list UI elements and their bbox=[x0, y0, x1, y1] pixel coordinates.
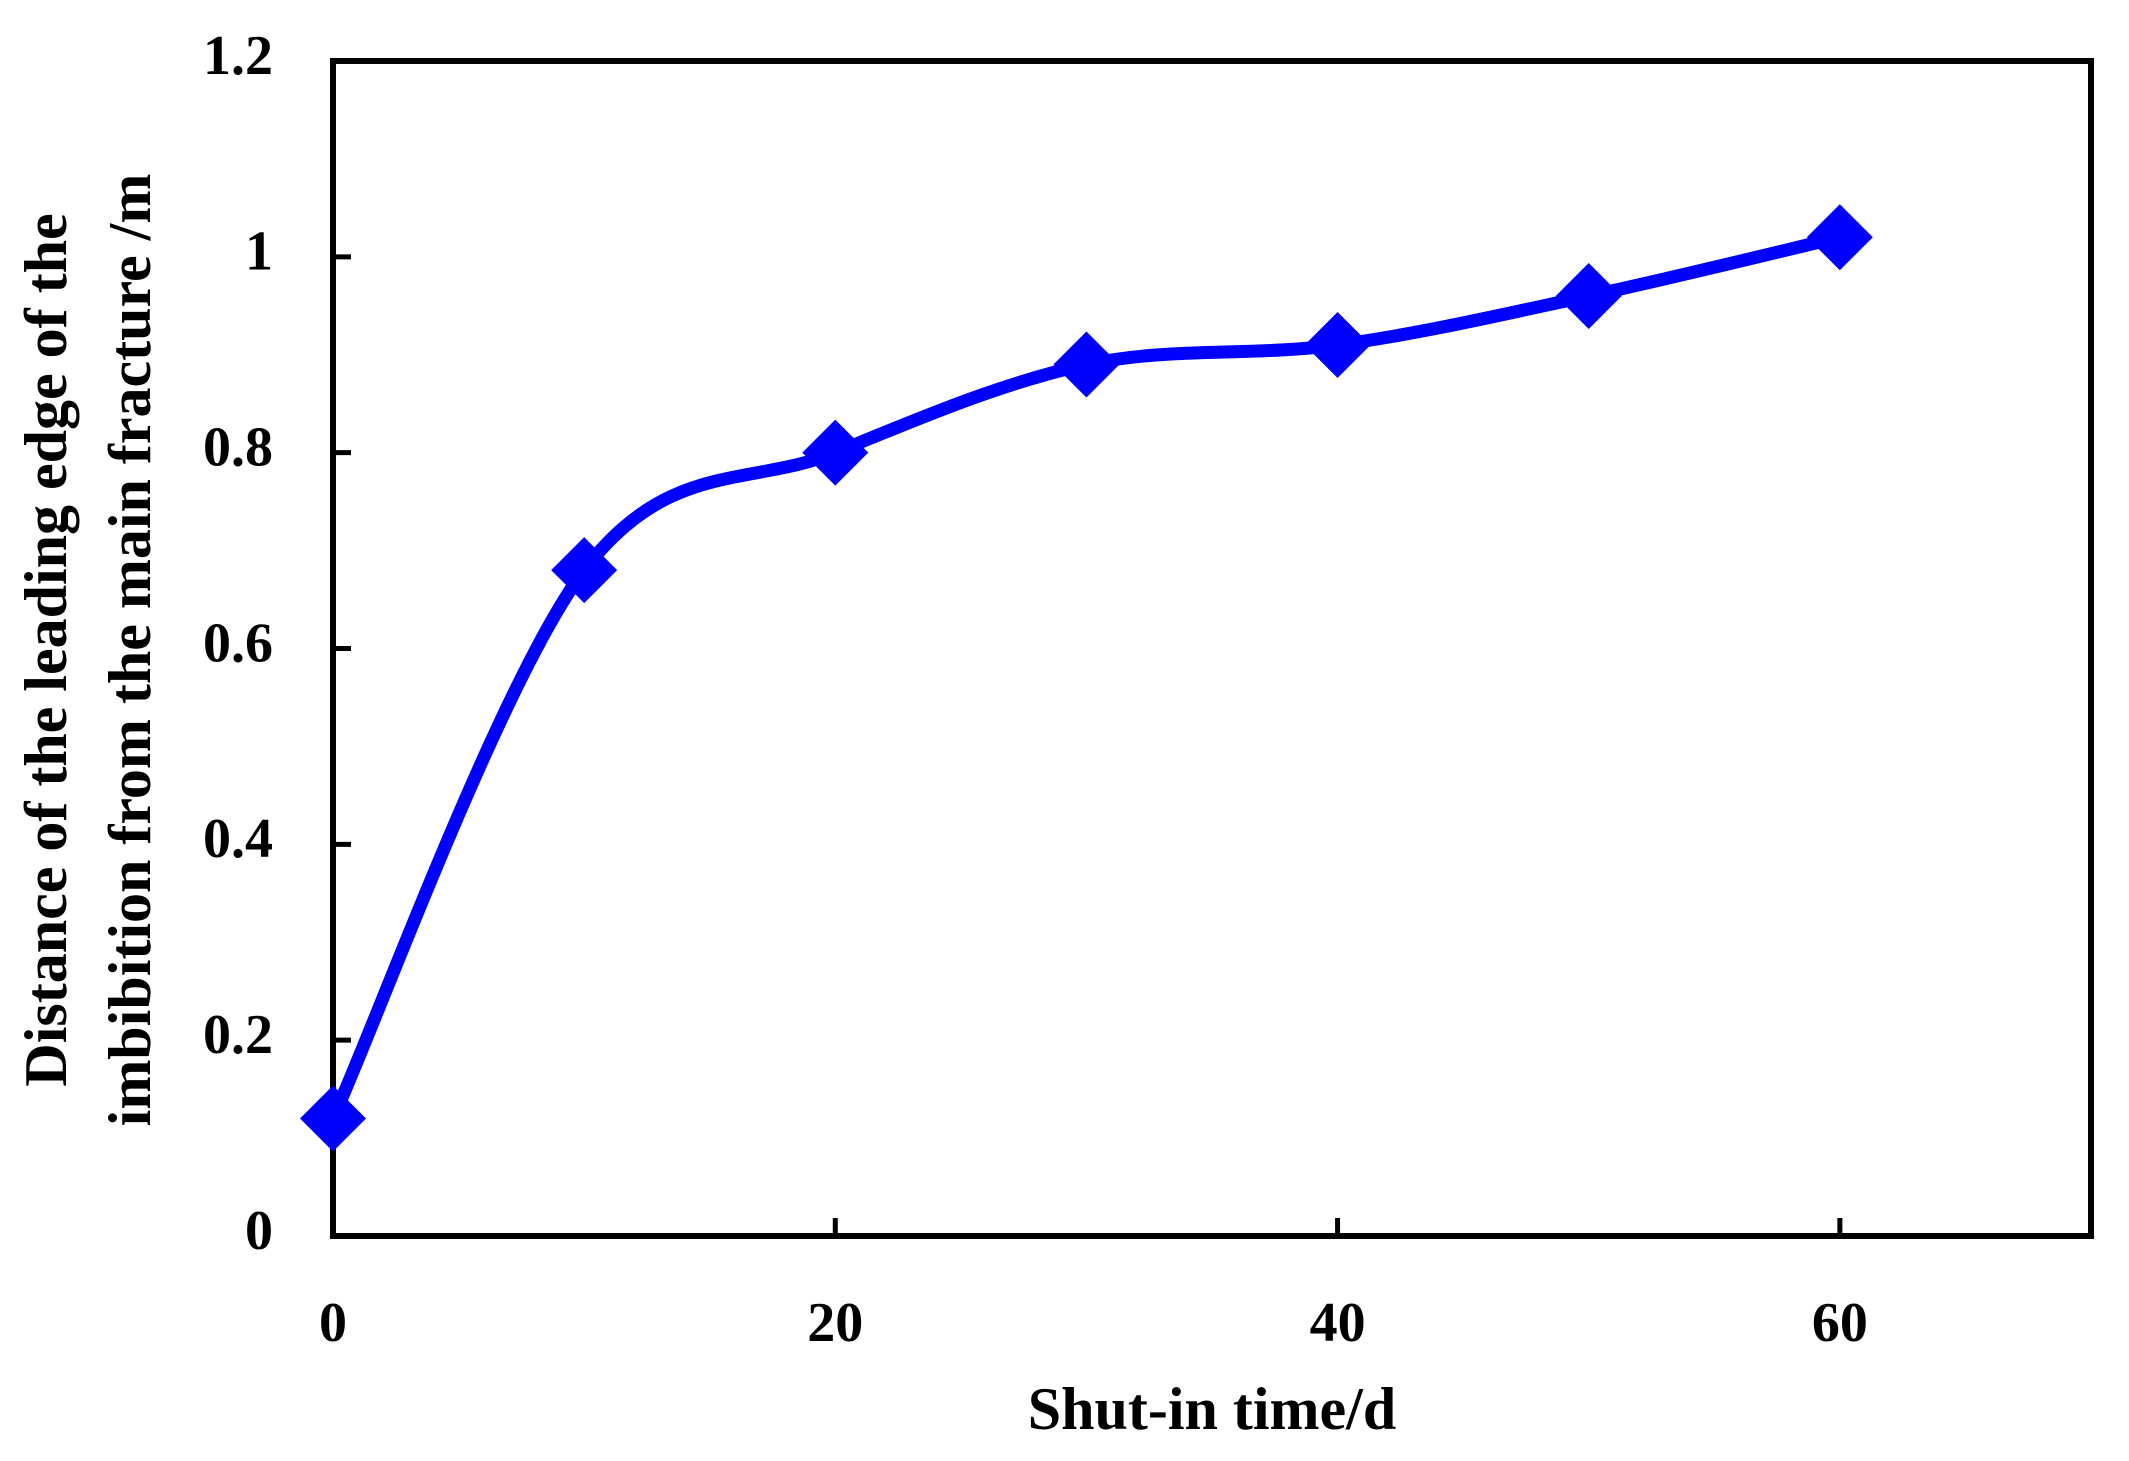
x-tick-label: 60 bbox=[1812, 1292, 1868, 1354]
marker bbox=[300, 1085, 366, 1152]
marker bbox=[1555, 263, 1622, 329]
x-tick-label: 40 bbox=[1310, 1292, 1366, 1354]
y-axis-title-line: Distance of the leading edge of the bbox=[13, 213, 79, 1086]
marker bbox=[551, 537, 618, 604]
y-tick-label: 0.8 bbox=[203, 417, 273, 479]
marker bbox=[1806, 204, 1873, 271]
marker bbox=[1053, 331, 1120, 398]
x-tick-label: 20 bbox=[807, 1292, 863, 1354]
marker bbox=[1304, 311, 1371, 378]
x-tick-label: 0 bbox=[319, 1292, 347, 1354]
y-axis-title-line: imbibition from the main fracture /m bbox=[97, 174, 163, 1127]
y-tick-label: 0 bbox=[245, 1200, 273, 1262]
y-tick-label: 1 bbox=[245, 221, 273, 283]
y-tick-label: 0.4 bbox=[203, 808, 273, 870]
marker bbox=[802, 419, 869, 486]
y-tick-label: 1.2 bbox=[203, 25, 273, 87]
y-axis-title: Distance of the leading edge of the imbi… bbox=[13, 174, 163, 1127]
y-tick-label: 0.6 bbox=[203, 612, 273, 674]
y-tick-label: 0.2 bbox=[203, 1004, 273, 1066]
x-axis-title: Shut-in time/d bbox=[1028, 1376, 1396, 1442]
